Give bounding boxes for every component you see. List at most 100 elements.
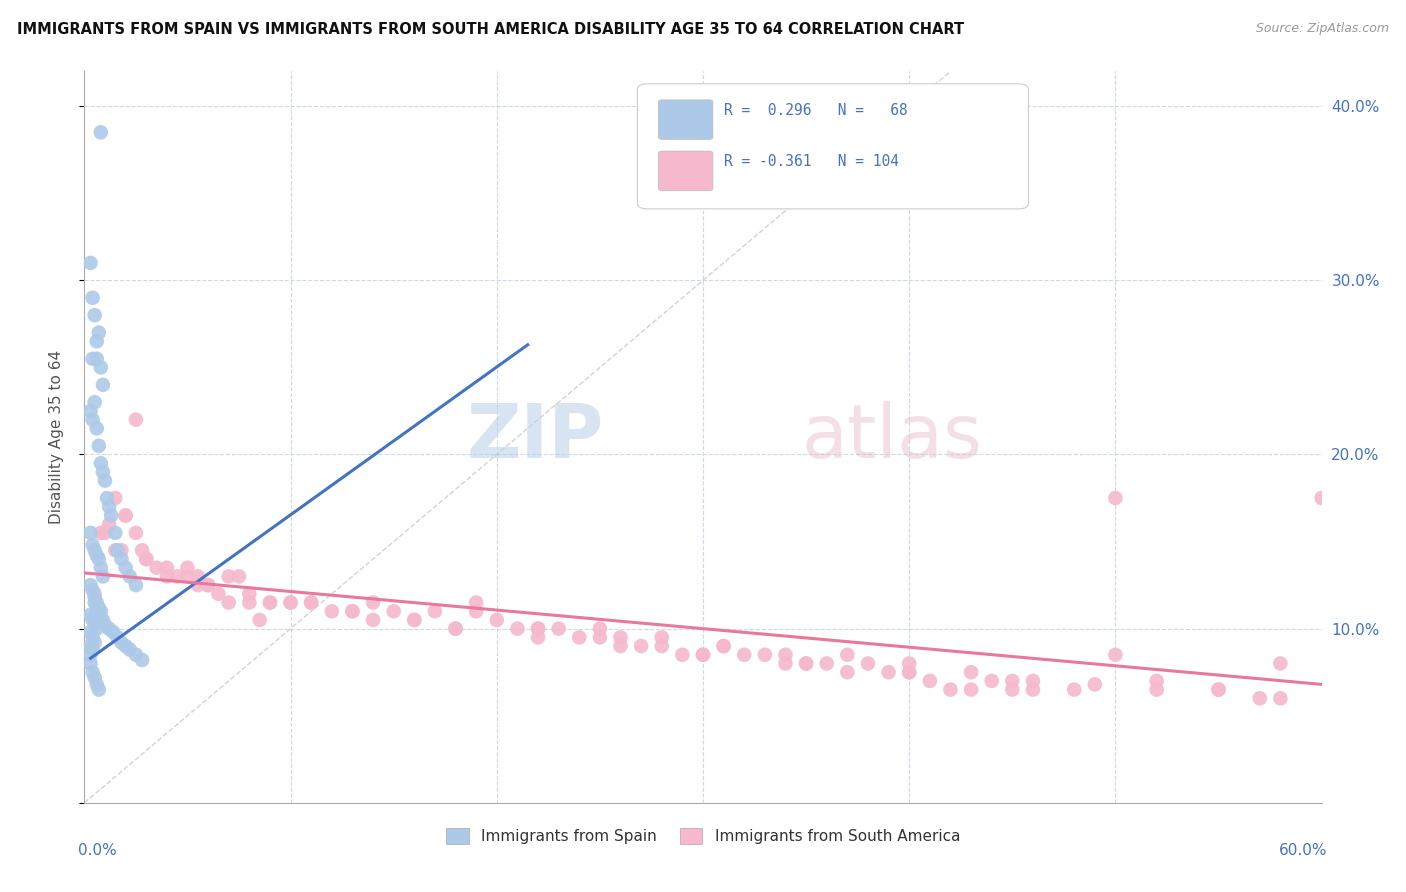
Point [87,600,110,615]
Point [82,412,104,426]
Point [960,665,983,680]
Point [82,642,104,657]
Point [1270,691,1292,706]
Point [960,682,983,697]
Point [1084,677,1107,691]
Text: Source: ZipAtlas.com: Source: ZipAtlas.com [1256,22,1389,36]
Point [94,525,117,540]
Point [176,569,198,583]
Text: R =  0.296   N =   68: R = 0.296 N = 68 [724,103,908,118]
Point [83,670,105,684]
Point [114,508,136,523]
Point [110,635,132,649]
Point [82,351,104,366]
Point [1208,682,1230,697]
Point [98,517,121,532]
Point [589,622,612,636]
Point [94,474,117,488]
Point [651,631,673,645]
Point [506,622,529,636]
Point [299,595,322,609]
Point [86,334,108,349]
Point [91,569,114,583]
Point [1022,673,1045,688]
Point [82,583,104,598]
Point [1104,648,1126,662]
Point [79,648,101,662]
Point [145,560,167,574]
Point [104,525,127,540]
Point [79,657,101,671]
Point [671,648,693,662]
Point [87,682,110,697]
Point [1022,682,1045,697]
Point [135,552,157,566]
Point [589,631,612,645]
Point [79,607,101,622]
Y-axis label: Disability Age 35 to 64: Disability Age 35 to 64 [49,350,63,524]
Point [86,604,108,618]
Point [775,648,797,662]
Point [187,578,209,592]
Point [794,657,817,671]
Point [1001,682,1024,697]
Point [86,595,108,609]
Point [692,648,714,662]
Point [135,552,157,566]
Point [82,613,104,627]
Legend: Immigrants from Spain, Immigrants from South America: Immigrants from Spain, Immigrants from S… [440,822,966,850]
Point [82,631,104,645]
Point [86,622,108,636]
Point [125,412,148,426]
Point [90,125,112,139]
Point [1104,491,1126,505]
Point [104,491,127,505]
Point [259,595,281,609]
Point [79,639,101,653]
Point [692,648,714,662]
Point [856,657,879,671]
Point [837,648,859,662]
Point [218,595,240,609]
Point [280,595,302,609]
Point [815,657,838,671]
Point [87,607,110,622]
Point [82,538,104,552]
Point [444,622,467,636]
Point [197,578,219,592]
Point [877,665,900,680]
Point [156,560,179,574]
Point [83,395,105,409]
Point [125,578,148,592]
Point [568,631,591,645]
Point [280,595,302,609]
Point [131,543,153,558]
Point [91,377,114,392]
Point [1310,491,1333,505]
Point [90,525,112,540]
Point [82,291,104,305]
Point [918,673,941,688]
Point [86,351,108,366]
Point [259,595,281,609]
Point [465,595,488,609]
Point [83,591,105,605]
Point [837,665,859,680]
Text: 0.0%: 0.0% [79,843,117,858]
Point [83,543,105,558]
Point [131,653,153,667]
Point [939,682,962,697]
Point [79,578,101,592]
Point [114,639,136,653]
Point [87,552,110,566]
Point [110,543,132,558]
Point [87,439,110,453]
Point [156,569,179,583]
Point [90,560,112,574]
Point [527,631,550,645]
Point [609,631,631,645]
Text: ZIP: ZIP [467,401,605,474]
Point [176,560,198,574]
Point [79,256,101,270]
Point [527,622,550,636]
